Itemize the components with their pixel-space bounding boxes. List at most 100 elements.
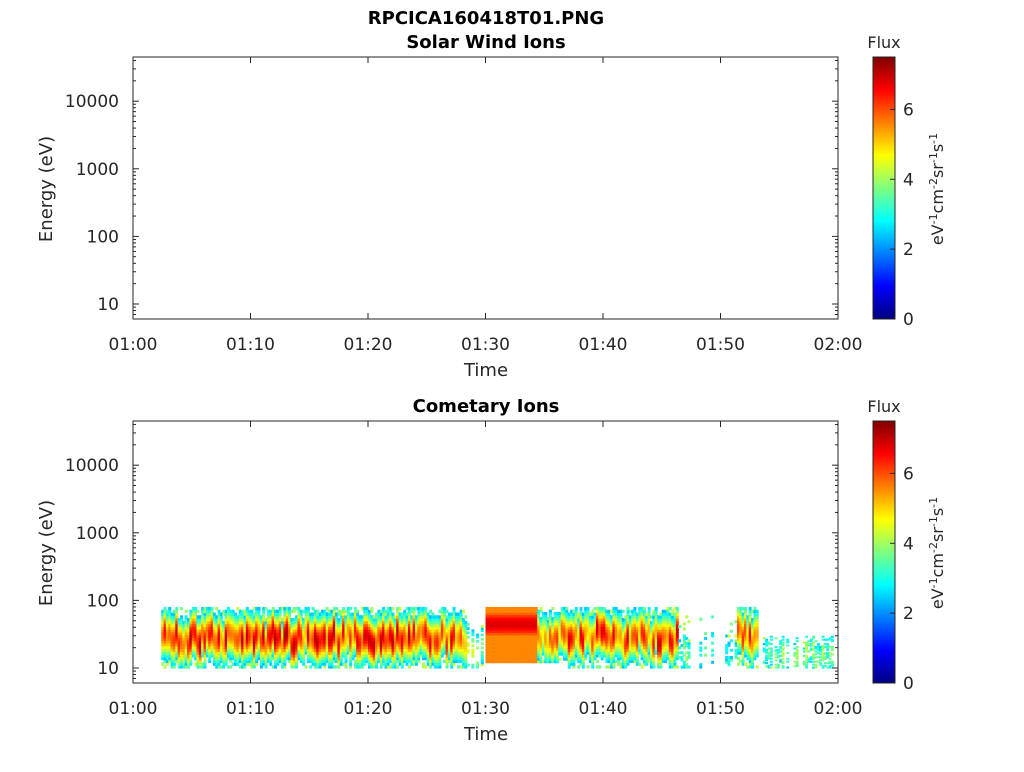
heatmap-cell (730, 630, 733, 633)
heatmap-cell (688, 666, 691, 669)
colorbar-units: eV-1cm-2sr-1s-1 (927, 133, 948, 245)
x-tick-label: 01:50 (696, 335, 745, 355)
heatmap-cell (819, 662, 822, 664)
heatmap-cell (699, 642, 702, 645)
heatmap-cell (180, 607, 183, 610)
colorbar-tick-label: 2 (903, 240, 914, 260)
heatmap-cell (711, 632, 714, 635)
x-tick-label: 01:10 (226, 335, 275, 355)
heatmap-cell (467, 664, 470, 667)
solar-wind-plot-area (133, 57, 838, 319)
heatmap-cell (699, 654, 702, 657)
cometary-heatmap (161, 607, 834, 669)
heatmap-cell (558, 658, 561, 661)
heatmap-cell (704, 632, 707, 635)
figure-title: RPCICA160418T01.PNG (368, 8, 604, 29)
heatmap-cell (575, 607, 578, 610)
solar-wind-y-label: Energy (eV) (36, 136, 57, 242)
heatmap-cell (770, 667, 773, 669)
x-tick-label: 02:00 (814, 699, 863, 719)
heatmap-cell (356, 610, 359, 613)
heatmap-cell (730, 639, 733, 642)
heatmap-cell (464, 615, 467, 618)
x-tick-label: 01:00 (109, 335, 158, 355)
heatmap-cell (551, 607, 554, 610)
heatmap-cell (471, 664, 474, 667)
heatmap-cell (580, 607, 583, 610)
heatmap-cell (711, 615, 714, 618)
heatmap-cell (544, 612, 547, 615)
solar-wind-x-label: Time (463, 360, 508, 381)
heatmap-cell (796, 646, 799, 648)
heatmap-cell (815, 664, 818, 666)
heatmap-cell (793, 643, 796, 645)
colorbar-tick-label: 0 (903, 310, 914, 330)
heatmap-cell (467, 627, 470, 630)
heatmap-cell (831, 661, 834, 663)
heatmap-cell (481, 634, 484, 637)
heatmap-cell (786, 658, 789, 660)
heatmap-cell (796, 640, 799, 642)
y-tick-label: 10000 (65, 456, 119, 476)
heatmap-cell (305, 665, 308, 668)
heatmap-cell (481, 638, 484, 641)
x-tick-label: 01:20 (344, 335, 393, 355)
cometary-x-label: Time (463, 724, 508, 745)
heatmap-cell (467, 649, 470, 652)
x-tick-label: 01:30 (461, 335, 510, 355)
heatmap-cell (180, 615, 183, 618)
heatmap-cell (481, 651, 484, 654)
heatmap-cell (782, 639, 785, 641)
heatmap-cell (775, 659, 778, 661)
heatmap-cell (711, 649, 714, 652)
heatmap-cell (817, 643, 820, 645)
y-tick-label: 10000 (65, 92, 119, 112)
heatmap-cell (782, 661, 785, 663)
heatmap-cell (476, 634, 479, 637)
colorbar-tick-label: 4 (903, 170, 914, 190)
heatmap-cell (770, 636, 773, 638)
panel-title-cometary: Cometary Ions (413, 396, 560, 417)
y-tick-label: 10 (97, 659, 119, 679)
heatmap-cell (777, 664, 780, 666)
x-tick-label: 01:10 (226, 699, 275, 719)
heatmap-cell (471, 638, 474, 641)
heatmap-cell (831, 646, 834, 648)
heatmap-cell (476, 662, 479, 665)
heatmap-cell (540, 607, 543, 610)
heatmap-cell (467, 623, 470, 626)
heatmap-cell (370, 607, 373, 610)
heatmap-cell (471, 649, 474, 652)
heatmap-cell (683, 627, 686, 630)
heatmap-cell (481, 625, 484, 628)
heatmap-cell (655, 607, 658, 610)
colorbar-tick-label: 6 (903, 100, 914, 120)
heatmap-cell (829, 658, 832, 660)
heatmap-cell (699, 663, 702, 666)
heatmap-cell (730, 623, 733, 626)
heatmap-cell (648, 607, 651, 610)
heatmap-cell (453, 607, 456, 610)
heatmap-cell (786, 661, 789, 663)
heatmap-cell (467, 631, 470, 634)
heatmap-cell (782, 647, 785, 649)
heatmap-cell (805, 636, 808, 638)
heatmap-cell (812, 636, 815, 638)
heatmap-cell (676, 665, 679, 668)
heatmap-cell (678, 639, 681, 642)
heatmap-cell (704, 654, 707, 657)
heatmap-cell (688, 651, 691, 654)
heatmap-cell (678, 625, 681, 628)
heatmap-cell (634, 607, 637, 610)
heatmap-cell (775, 646, 778, 648)
heatmap-cell (786, 652, 789, 654)
heatmap-cell (481, 642, 484, 645)
heatmap-cell (805, 655, 808, 657)
heatmap-cell (349, 607, 352, 610)
x-tick-label: 01:30 (461, 699, 510, 719)
heatmap-cell (770, 661, 773, 663)
heatmap-cell (471, 629, 474, 632)
